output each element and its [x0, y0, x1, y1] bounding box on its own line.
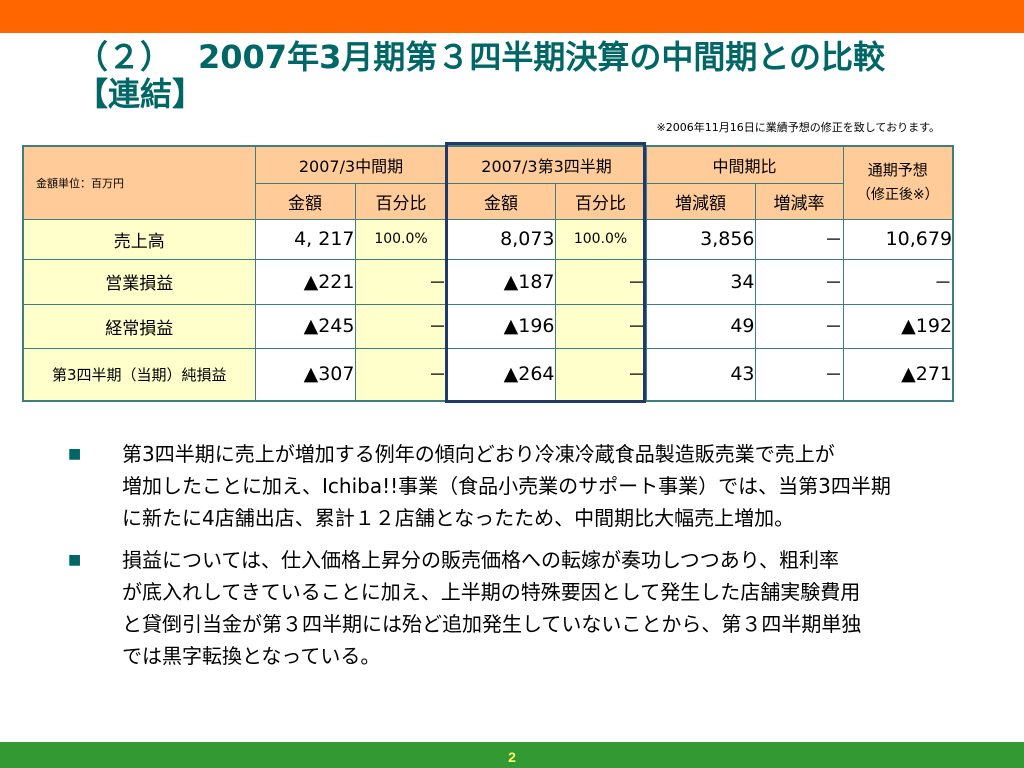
interim-ratio-cell: － [354, 347, 448, 402]
change-rate-cell: － [754, 258, 844, 305]
row-label: 売上高 [22, 218, 256, 260]
forecast-header-line2: （修正後※） [856, 187, 939, 204]
subheader-interim-ratio: 百分比 [354, 182, 448, 220]
q3-amount-cell: ▲264 [446, 347, 556, 402]
bullet-line: 損益については、仕入価格上昇分の販売価格への転嫁が奏功しつつあり、粗利率 [122, 548, 839, 572]
interim-amount-cell: ▲221 [254, 258, 356, 305]
top-accent-bar [0, 0, 1024, 33]
interim-ratio-cell: － [354, 258, 448, 305]
q3-ratio-cell: － [554, 347, 647, 402]
q3-ratio-cell: － [554, 258, 647, 305]
page-title: 2007年3月期第３四半期決算の中間期との比較 [198, 38, 886, 76]
change-amount-cell: 43 [645, 347, 756, 402]
subheader-change-rate: 増減率 [754, 182, 844, 220]
bullet-line: 増加したことに加え、Ichiba!!事業（食品小売業のサポート事業）では、当第3… [122, 474, 891, 498]
change-amount-cell: 49 [645, 303, 756, 349]
page-number: 2 [508, 749, 516, 765]
bullet-line: と貸倒引当金が第３四半期には殆ど追加発生していないことから、第３四半期単独 [122, 612, 862, 636]
subheader-change-amount: 増減額 [645, 182, 756, 220]
group-header-interim: 2007/3中間期 [254, 145, 448, 184]
section-number: （２） [76, 38, 173, 76]
q3-ratio-cell: － [554, 303, 647, 349]
change-rate-cell: － [754, 218, 844, 260]
change-amount-cell: 3,856 [645, 218, 756, 260]
table-row: 経常損益 ▲245 － ▲196 － 49 － ▲192 [22, 303, 954, 349]
forecast-cell: ▲271 [842, 347, 954, 402]
bullet-line: 第3四半期に売上が増加する例年の傾向どおり冷凍冷蔵食品製造販売業で売上が [122, 442, 835, 466]
forecast-cell: 10,679 [842, 218, 954, 260]
table-row: 第3四半期（当期）純損益 ▲307 － ▲264 － 43 － ▲271 [22, 347, 954, 402]
subheader-interim-amount: 金額 [254, 182, 356, 220]
bullet-text: 損益については、仕入価格上昇分の販売価格への転嫁が奏功しつつあり、粗利率 が底入… [122, 544, 861, 672]
results-table: 金額単位：百万円 2007/3中間期 2007/3第3四半期 中間期比 通期予想… [22, 145, 955, 402]
interim-amount-cell: 4, 217 [254, 218, 356, 260]
forecast-header-line1: 通期予想 [867, 161, 928, 180]
change-rate-cell: － [754, 347, 844, 402]
row-label: 経常損益 [22, 303, 256, 349]
group-header-comparison: 中間期比 [645, 145, 844, 184]
square-bullet-icon: ■ [68, 446, 82, 462]
row-label: 営業損益 [22, 258, 256, 305]
bullet-line: に新たに4店舗出店、累計１２店舗となったため、中間期比大幅売上増加。 [122, 506, 795, 530]
subheader-q3-ratio: 百分比 [554, 182, 647, 220]
subheader-q3-amount: 金額 [446, 182, 556, 220]
group-header-q3: 2007/3第3四半期 [446, 145, 647, 184]
table-row: 営業損益 ▲221 － ▲187 － 34 － － [22, 258, 954, 305]
interim-ratio-cell: － [354, 303, 448, 349]
q3-amount-cell: 8,073 [446, 218, 556, 260]
bullet-line: が底入れしてきていることに加え、上半期の特殊要因として発生した店舗実験費用 [122, 580, 861, 604]
forecast-header: 通期予想 （修正後※） [842, 145, 954, 220]
forecast-cell: － [842, 258, 954, 305]
square-bullet-icon: ■ [68, 552, 82, 568]
interim-amount-cell: ▲307 [254, 347, 356, 402]
forecast-cell: ▲192 [842, 303, 954, 349]
bullet-text: 第3四半期に売上が増加する例年の傾向どおり冷凍冷蔵食品製造販売業で売上が 増加し… [122, 438, 891, 534]
page-subtitle: 【連結】 [76, 75, 205, 113]
change-amount-cell: 34 [645, 258, 756, 305]
change-rate-cell: － [754, 303, 844, 349]
table-subheader-row: 金額 百分比 金額 百分比 増減額 増減率 [23, 182, 953, 220]
interim-amount-cell: ▲245 [254, 303, 356, 349]
bottom-accent-bar [0, 742, 1024, 768]
row-label: 第3四半期（当期）純損益 [22, 347, 256, 402]
q3-amount-cell: ▲187 [446, 258, 556, 305]
table-row: 売上高 4, 217 100.0% 8,073 100.0% 3,856 － 1… [22, 218, 954, 260]
unit-label: 金額単位：百万円 [22, 145, 256, 220]
table-header-row: 金額単位：百万円 2007/3中間期 2007/3第3四半期 中間期比 通期予想… [22, 145, 954, 220]
q3-amount-cell: ▲196 [446, 303, 556, 349]
bullet-line: では黒字転換となっている。 [122, 644, 381, 668]
q3-ratio-cell: 100.0% [554, 218, 647, 260]
forecast-revision-note: ※2006年11月16日に業績予想の修正を致しております。 [656, 121, 940, 134]
interim-ratio-cell: 100.0% [354, 218, 448, 260]
